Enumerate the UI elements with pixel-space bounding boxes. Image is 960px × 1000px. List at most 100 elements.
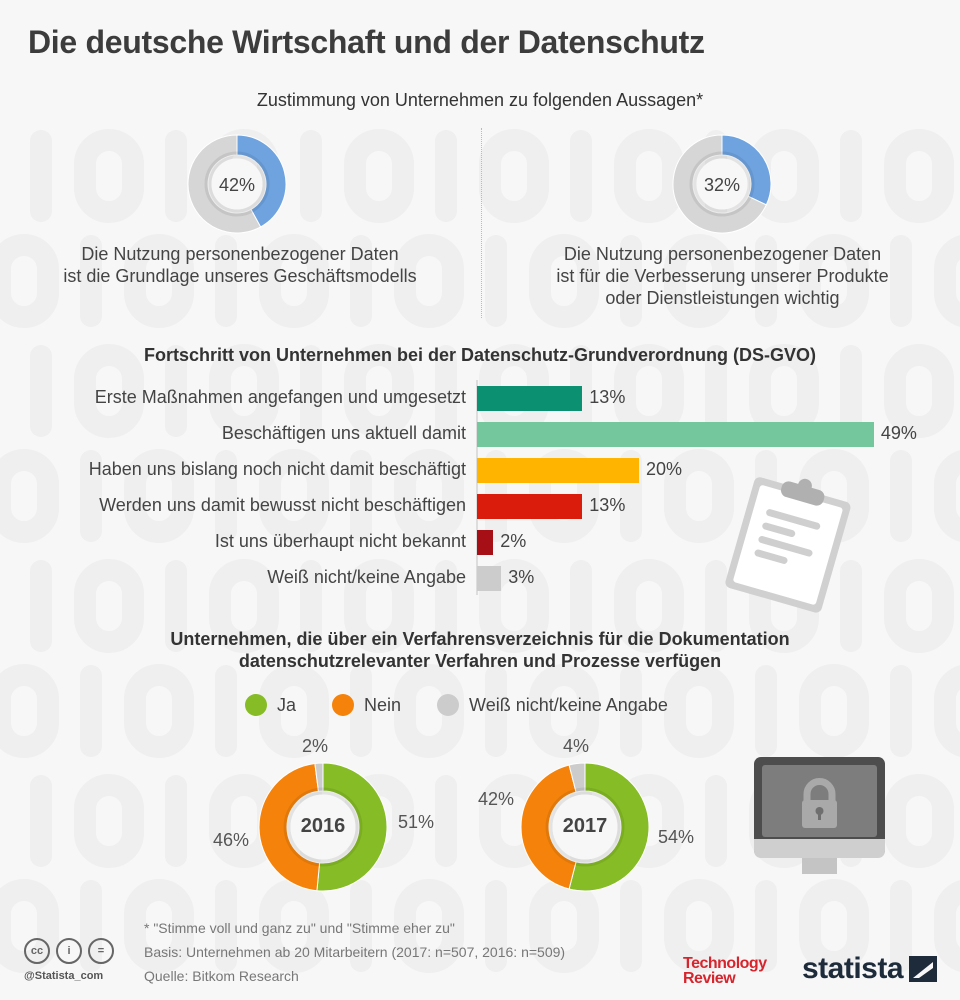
watermark-digit-zero bbox=[664, 234, 734, 328]
watermark-digit-one bbox=[485, 665, 507, 757]
watermark-digit-zero bbox=[259, 449, 329, 543]
donut-1-value: 42% bbox=[218, 175, 256, 195]
watermark-digit-one bbox=[350, 235, 372, 327]
statista-handle[interactable]: @Statista_com bbox=[24, 970, 104, 982]
slice-unknown bbox=[314, 762, 324, 792]
clipboard-icon bbox=[725, 477, 851, 613]
watermark-digit-zero bbox=[209, 559, 279, 653]
watermark-digit-one bbox=[705, 560, 727, 652]
pie-2017-label-ja: 54% bbox=[658, 827, 695, 847]
watermark-digit-zero bbox=[614, 559, 684, 653]
footnote: * "Stimme voll und ganz zu" und "Stimme … bbox=[144, 920, 455, 936]
watermark-digit-zero bbox=[124, 234, 194, 328]
statista-mark-icon bbox=[909, 956, 938, 982]
watermark-digit-zero bbox=[0, 234, 59, 328]
watermark-digit-one bbox=[620, 880, 642, 972]
bar bbox=[477, 530, 494, 555]
cc-icon: cc bbox=[24, 938, 50, 964]
watermark-digit-one bbox=[300, 560, 322, 652]
donut-inner-shadow bbox=[283, 787, 363, 867]
watermark-digit-one bbox=[80, 450, 102, 542]
watermark-digit-zero bbox=[664, 449, 734, 543]
no-derivatives-icon: = bbox=[88, 938, 114, 964]
bar-axis bbox=[476, 380, 478, 595]
section1-subtitle: Zustimmung von Unternehmen zu folgenden … bbox=[256, 90, 704, 110]
donut-hole bbox=[552, 794, 618, 860]
watermark-digit-one bbox=[755, 880, 777, 972]
section3-subtitle: Unternehmen, die über ein Verfahrensverz… bbox=[0, 628, 960, 672]
watermark-digit-one bbox=[620, 665, 642, 757]
watermark-digit-zero bbox=[124, 664, 194, 758]
statista-logo: statista bbox=[802, 952, 938, 986]
watermark-digit-one bbox=[755, 665, 777, 757]
watermark-digit-one bbox=[80, 665, 102, 757]
watermark-digit-one bbox=[890, 665, 912, 757]
section2-subtitle: Fortschritt von Unternehmen bei der Date… bbox=[143, 345, 817, 365]
watermark-digit-one bbox=[165, 130, 187, 222]
legend: Ja Nein Weiß nicht/keine Angabe bbox=[245, 694, 668, 716]
donut-hole bbox=[290, 794, 356, 860]
watermark-digit-zero bbox=[394, 879, 464, 973]
watermark-digit-zero bbox=[259, 879, 329, 973]
watermark-digit-zero bbox=[0, 664, 59, 758]
watermark-digit-one bbox=[755, 235, 777, 327]
watermark-digit-one bbox=[300, 130, 322, 222]
pie-2016-label-nein: 46% bbox=[213, 830, 250, 850]
bar-value-label: 2% bbox=[500, 531, 527, 551]
watermark-digit-zero bbox=[209, 344, 279, 438]
bar-category-label: Erste Maßnahmen angefangen und umgesetzt bbox=[94, 387, 466, 407]
donut-inner-shadow bbox=[204, 151, 270, 217]
slice-ja bbox=[568, 762, 650, 892]
donut-hole bbox=[211, 158, 263, 210]
legend-swatch-ja bbox=[245, 694, 267, 716]
watermark-digit-zero bbox=[394, 449, 464, 543]
watermark-digit-zero bbox=[529, 664, 599, 758]
watermark-digit-one bbox=[30, 775, 52, 867]
watermark-digit-one bbox=[350, 665, 372, 757]
donut-inner-shadow bbox=[545, 787, 625, 867]
watermark-digit-one bbox=[165, 345, 187, 437]
watermark-digit-one bbox=[215, 450, 237, 542]
tr-logo-line2: Review bbox=[683, 970, 736, 987]
watermark-digit-zero bbox=[884, 774, 954, 868]
bar-value-label: 20% bbox=[646, 459, 683, 479]
legend-swatch-nein bbox=[332, 694, 355, 716]
watermark-digit-zero bbox=[344, 129, 414, 223]
watermark-digit-one bbox=[300, 345, 322, 437]
legend-item-unknown: Weiß nicht/keine Angabe bbox=[437, 694, 668, 716]
watermark-digit-zero bbox=[0, 449, 59, 543]
watermark-digit-one bbox=[350, 450, 372, 542]
donut-chart-1 bbox=[187, 134, 287, 234]
license-icons: cc i = bbox=[24, 938, 114, 964]
pie-2016-label-unknown: 2% bbox=[302, 736, 329, 756]
watermark-digit-zero bbox=[74, 559, 144, 653]
watermark-digit-zero bbox=[74, 129, 144, 223]
statement-2-line1: Die Nutzung personenbezogener Daten bbox=[563, 244, 882, 264]
bar-category-label: Beschäftigen uns aktuell damit bbox=[221, 423, 466, 443]
bar bbox=[477, 458, 639, 483]
watermark-digit-one bbox=[215, 235, 237, 327]
watermark-digit-zero bbox=[614, 129, 684, 223]
donut-inner-shadow bbox=[689, 151, 755, 217]
section3-subtitle-line1: Unternehmen, die über ein Verfahrensverz… bbox=[170, 629, 790, 649]
section-divider bbox=[481, 128, 482, 318]
watermark-digit-one bbox=[215, 880, 237, 972]
donut-1-segment-rest bbox=[187, 134, 262, 234]
watermark-digit-zero bbox=[664, 664, 734, 758]
watermark-digit-one bbox=[30, 345, 52, 437]
tr-logo-line1: Technology bbox=[683, 955, 767, 972]
watermark-digit-one bbox=[705, 345, 727, 437]
watermark-digit-zero bbox=[884, 559, 954, 653]
legend-label-nein: Nein bbox=[364, 694, 402, 715]
watermark-digit-zero bbox=[934, 665, 960, 757]
watermark-digit-one bbox=[620, 235, 642, 327]
watermark-digit-zero bbox=[799, 234, 869, 328]
legend-swatch-unknown bbox=[437, 694, 460, 716]
watermark-digit-one bbox=[215, 665, 237, 757]
statement-1: Die Nutzung personenbezogener Daten ist … bbox=[20, 243, 460, 287]
watermark-digit-zero bbox=[934, 450, 960, 542]
watermark-digit-one bbox=[30, 130, 52, 222]
watermark-digit-one bbox=[435, 130, 457, 222]
watermark-digit-zero bbox=[934, 880, 960, 972]
